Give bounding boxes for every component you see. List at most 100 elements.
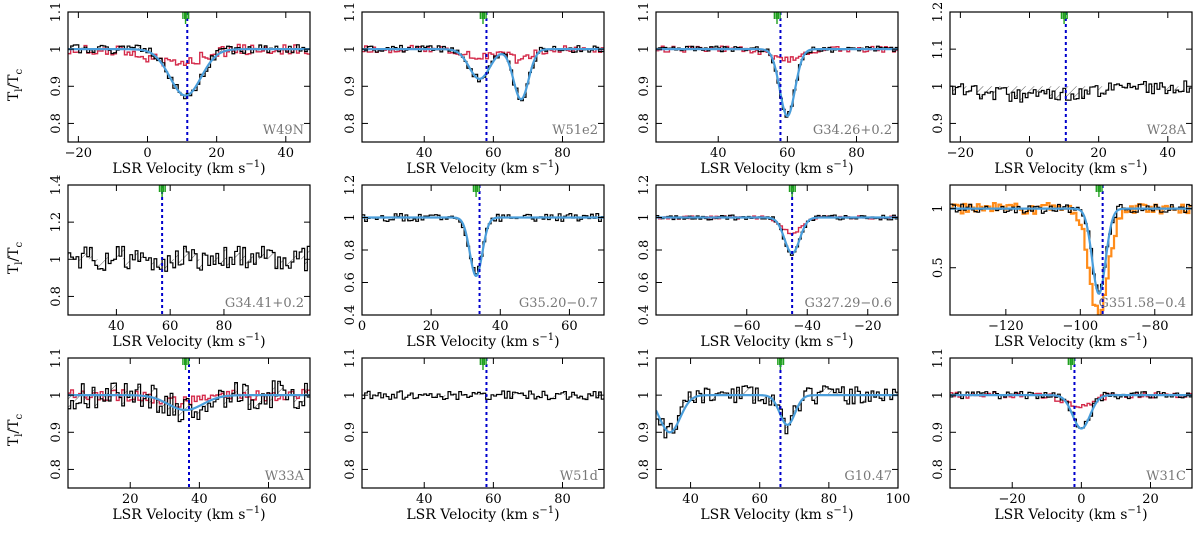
xtick-label: 100 [886, 492, 911, 507]
xtick-label: 20 [208, 146, 225, 161]
xtick-label: 0 [1077, 492, 1085, 507]
hatch-fill-10 [362, 390, 604, 400]
source-label-6: G35.20−0.7 [519, 296, 598, 311]
panel-6: 0 20 40 60 0.4 0.6 0.8 1 1.2 LSR Velocity (km s−1… [343, 175, 605, 350]
panel-9: 20 40 60 0.8 0.9 1 1.1 LSR Velocity (km s−1) W33… [49, 348, 311, 523]
xlabel-12: LSR Velocity (km s−1) [994, 505, 1147, 523]
panel-8: −120 −100 −80 0.5 1 LSR Velocity (km s−1) G351… [931, 184, 1193, 350]
xlabel-7: LSR Velocity (km s−1) [700, 332, 853, 350]
xlabel-4: LSR Velocity (km s−1) [994, 159, 1147, 177]
ytick-label: 1 [343, 45, 358, 53]
ytick-label: 1 [343, 391, 358, 399]
xtick-label: 40 [108, 319, 125, 334]
panel-12: −20 0 20 0.8 0.9 1 1.1 LSR Velocity (km s−1) W31… [931, 348, 1193, 523]
ytick-label: 0.9 [343, 422, 358, 443]
xtick-label: 60 [779, 146, 796, 161]
ytick-label: 0.8 [637, 240, 652, 261]
ytick-label: 0.9 [49, 422, 64, 443]
ytick-label: 1 [931, 204, 946, 212]
xtick-label: 0 [1025, 146, 1033, 161]
ytick-label: 0.8 [49, 459, 64, 480]
ytick-label: 1 [49, 255, 64, 263]
xtick-label: 40 [191, 492, 208, 507]
xtick-label: −60 [733, 319, 760, 334]
source-label-9: W33A [265, 469, 305, 484]
xtick-label: 0 [143, 146, 151, 161]
xtick-label: 80 [216, 319, 233, 334]
data-spectrum-10 [362, 390, 604, 401]
model-fit-11 [656, 394, 898, 434]
data-spectrum-8 [950, 203, 1192, 292]
source-label-3: G34.26+0.2 [813, 123, 892, 138]
panel-frame-9 [67, 357, 311, 489]
xtick-label: 60 [485, 146, 502, 161]
panel-2: 40 60 80 0.8 0.9 1 1.1 LSR Velocity (km s−1) W51… [343, 2, 605, 177]
xtick-label: −120 [988, 319, 1024, 334]
xtick-label: 40 [710, 146, 727, 161]
ylabel-row3: Tl/Tc [6, 414, 25, 447]
ytick-label: 0.9 [343, 76, 358, 97]
red-spectrum-1 [68, 43, 310, 67]
xtick-label: 40 [278, 146, 295, 161]
data-spectrum-5 [68, 245, 310, 272]
ytick-label: 1 [49, 391, 64, 399]
data-spectrum-1 [68, 44, 310, 100]
xlabel-11: LSR Velocity (km s−1) [700, 505, 853, 523]
xlabel-6: LSR Velocity (km s−1) [406, 332, 559, 350]
ytick-label: 0.4 [343, 305, 358, 326]
model-fit-1 [68, 48, 310, 97]
ytick-label: 1.1 [343, 348, 358, 369]
xtick-label: 20 [423, 319, 440, 334]
model-fit-2 [362, 48, 604, 101]
xtick-label: 40 [1160, 146, 1177, 161]
ytick-label: 1 [343, 213, 358, 221]
panel-frame-5 [67, 184, 311, 316]
ytick-label: 1 [637, 213, 652, 221]
ytick-label: 0.8 [49, 113, 64, 134]
ytick-label: 1.2 [931, 2, 946, 23]
ytick-label: 1.1 [637, 2, 652, 23]
xlabel-5: LSR Velocity (km s−1) [112, 332, 265, 350]
ylabel-row2: Tl/Tc [6, 242, 25, 275]
hatch-fill-1 [68, 44, 310, 99]
ytick-label: 0.9 [637, 422, 652, 443]
ytick-label: 1 [49, 45, 64, 53]
xtick-label: 80 [848, 146, 865, 161]
panel-frame-11 [655, 357, 899, 489]
xtick-label: 40 [492, 319, 509, 334]
panel-frame-3 [655, 11, 899, 143]
xtick-label: 20 [1090, 146, 1107, 161]
panel-frame-8 [949, 184, 1193, 316]
xtick-label: 20 [122, 492, 139, 507]
xtick-label: 40 [682, 492, 699, 507]
ytick-label: 1.1 [931, 39, 946, 60]
source-label-12: W31C [1146, 469, 1186, 484]
panel-frame-4 [949, 11, 1193, 143]
ytick-label: 1.1 [49, 348, 64, 369]
xtick-label: 60 [751, 492, 768, 507]
xtick-label: −20 [854, 319, 881, 334]
ytick-label: 1 [637, 391, 652, 399]
xlabel-2: LSR Velocity (km s−1) [406, 159, 559, 177]
xtick-label: 20 [1142, 492, 1159, 507]
xlabel-1: LSR Velocity (km s−1) [112, 159, 265, 177]
ytick-label: 1.2 [343, 175, 358, 196]
xlabel-10: LSR Velocity (km s−1) [406, 505, 559, 523]
xtick-label: 60 [162, 319, 179, 334]
xtick-label: 60 [260, 492, 277, 507]
data-spectrum-6 [362, 213, 604, 275]
source-label-5: G34.41+0.2 [225, 296, 304, 311]
xtick-label: −40 [794, 319, 821, 334]
panel-7: −60 −40 −20 0.4 0.6 0.8 1 1.2 LSR Velocity (km s… [637, 175, 899, 350]
panel-4: −20 0 20 40 0.9 1 1.1 1.2 LSR Velocity (km s−1) W… [931, 2, 1193, 177]
ytick-label: 0.8 [637, 459, 652, 480]
model-fit-12 [950, 394, 1192, 430]
xtick-label: 60 [485, 492, 502, 507]
model-fit-8 [950, 207, 1192, 295]
panel-frame-10 [361, 357, 605, 489]
xtick-label: 80 [821, 492, 838, 507]
xtick-label: −80 [1141, 319, 1168, 334]
ytick-label: 0.5 [931, 257, 946, 278]
xlabel-3: LSR Velocity (km s−1) [700, 159, 853, 177]
